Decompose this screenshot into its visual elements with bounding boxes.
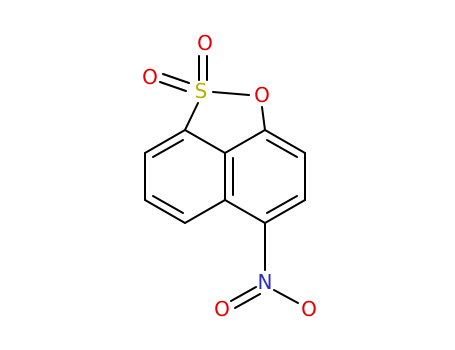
bond <box>184 102 199 131</box>
bond <box>234 293 261 309</box>
bond <box>264 129 306 154</box>
atom-label: S <box>195 79 208 103</box>
bond <box>266 139 298 158</box>
bond <box>162 73 190 84</box>
atom-label: O <box>197 31 213 55</box>
bond <box>224 129 266 154</box>
bonds <box>144 55 306 309</box>
bond <box>264 199 306 224</box>
atom-label: O <box>301 297 317 321</box>
bond <box>184 199 226 224</box>
bond <box>273 289 299 304</box>
bond <box>230 286 257 302</box>
bond <box>224 199 266 224</box>
bond <box>212 91 250 96</box>
bond <box>152 139 184 158</box>
bond <box>144 199 186 224</box>
bond <box>144 129 186 154</box>
atom-label: O <box>142 65 158 89</box>
bond <box>184 129 226 154</box>
bond <box>159 81 187 92</box>
atom-label: N <box>258 270 273 294</box>
bond <box>261 106 266 131</box>
atom-label: O <box>254 83 270 107</box>
atom-label: O <box>214 297 230 321</box>
bond <box>152 195 184 214</box>
bond <box>266 195 298 214</box>
